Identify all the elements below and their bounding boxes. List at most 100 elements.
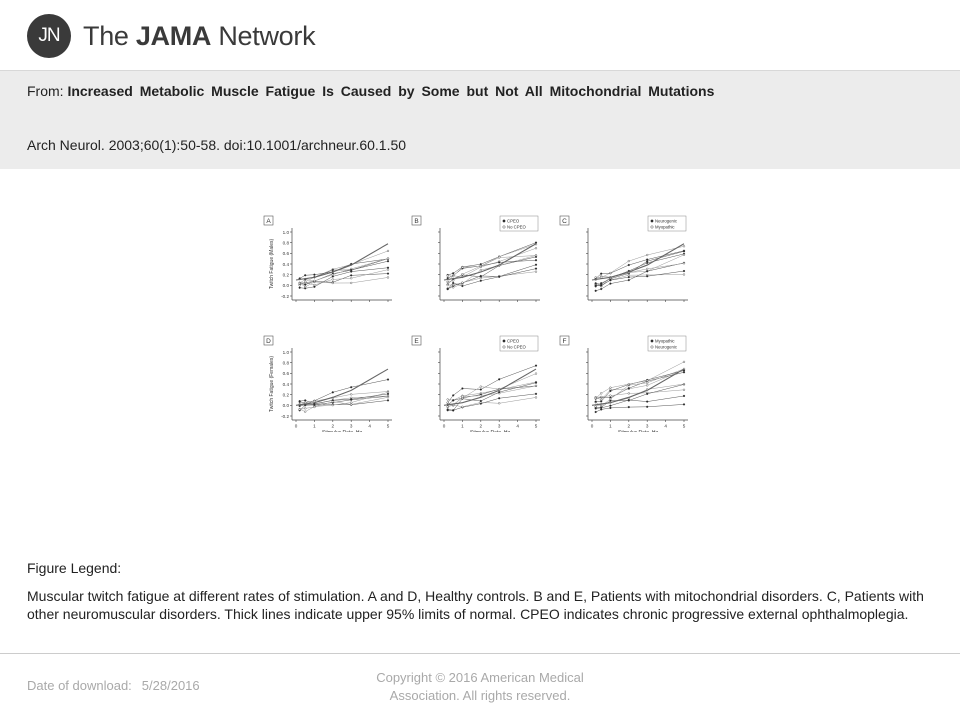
jama-network-logo[interactable]: JN The JAMA Network	[27, 13, 316, 59]
trace-point	[452, 394, 455, 397]
trace-point	[682, 273, 686, 276]
trace-line	[595, 361, 685, 399]
article-header	[0, 70, 960, 169]
y-tick-label: 1.0	[283, 350, 290, 355]
trace-point	[646, 253, 649, 257]
x-tick-label: 5	[387, 424, 390, 429]
legend-label: Neurogenic	[655, 345, 678, 350]
brand-name: The JAMA Network	[83, 20, 316, 52]
y-tick-label: 0.8	[283, 360, 290, 365]
x-tick-label: 1	[313, 424, 316, 429]
trace-point	[350, 398, 353, 401]
trace-point	[331, 391, 334, 394]
trace-point	[600, 395, 603, 399]
trace-point	[452, 281, 455, 285]
trace-point	[304, 283, 307, 286]
trace-point	[304, 399, 307, 402]
citation: Arch Neurol. 2003;60(1):50-58. doi:10.10…	[27, 137, 407, 153]
panel-letter: A	[266, 218, 271, 225]
trace-point	[498, 275, 501, 278]
panel-legend-box	[647, 335, 687, 352]
trace-point	[461, 405, 464, 408]
y-tick-label: 0.0	[283, 283, 290, 288]
legend-marker	[502, 339, 506, 343]
legend-marker	[650, 225, 654, 229]
trace-point	[461, 387, 464, 390]
trace-point	[386, 399, 390, 402]
trace-point	[594, 405, 597, 408]
trace-point	[313, 279, 316, 282]
trace-point	[461, 266, 464, 269]
legend-marker	[650, 219, 654, 223]
panel-a: A 1.0 0.8 0.6 0.4 0.2 0.0 -0.2 Twitch Fatigue (M…	[263, 215, 392, 302]
trace-point	[446, 288, 449, 291]
trace-point	[627, 398, 630, 402]
trace-point	[682, 245, 686, 248]
legend-marker	[650, 339, 654, 343]
panel-d: D 1.0 0.8 0.6 0.4 0.2 0.0 -0.2 Twitch Fatigue (F…	[263, 335, 392, 436]
trace-point	[534, 372, 538, 375]
x-tick-label: 5	[683, 424, 686, 429]
trace-point	[479, 385, 482, 388]
upper-limit-line	[443, 368, 537, 406]
y-tick-label: 0.0	[283, 403, 290, 408]
trace-line	[595, 368, 685, 407]
copyright-notice: Copyright © 2016 American Medical Associ…	[376, 670, 584, 703]
trace-point	[386, 257, 390, 260]
panel-letter: D	[266, 338, 271, 345]
trace-point	[304, 274, 307, 277]
trace-point	[534, 392, 538, 395]
trace-line	[447, 373, 537, 407]
trace-point	[682, 382, 686, 386]
trace-point	[498, 378, 501, 381]
trace-point	[627, 392, 630, 395]
trace-point	[534, 259, 538, 262]
trace-point	[304, 410, 307, 413]
trace-point	[479, 264, 482, 268]
from-label: From:	[27, 83, 64, 99]
trace-point	[313, 285, 316, 288]
trace-line	[447, 256, 537, 285]
trace-point	[461, 273, 464, 276]
brand-name-prefix: The	[83, 20, 136, 51]
trace-point	[646, 392, 649, 395]
x-tick-label: 0	[295, 424, 298, 429]
trace-point	[498, 256, 501, 259]
trace-point	[386, 272, 390, 275]
trace-point	[350, 386, 353, 389]
trace-point	[446, 280, 449, 284]
trace-line	[299, 379, 389, 404]
download-date-line: Date of download: 5/28/2016	[27, 678, 200, 693]
legend-label: No CPEO	[507, 225, 527, 230]
trace-point	[446, 398, 449, 401]
trace-line	[447, 255, 537, 277]
trace-point	[331, 281, 334, 285]
trace-point	[386, 268, 390, 271]
trace-point	[646, 384, 649, 387]
x-tick-label: 5	[535, 424, 538, 429]
trace-line	[299, 260, 389, 280]
trace-point	[298, 282, 301, 285]
panel-legend-box	[499, 335, 539, 352]
upper-limit-line	[591, 368, 685, 406]
x-tick-label: 1	[461, 424, 464, 429]
trace-point	[609, 394, 612, 397]
trace-point	[534, 263, 538, 266]
article-title: Increased Metabolic Muscle Fatigue Is Ca…	[67, 83, 715, 99]
brand-name-suffix: Network	[211, 20, 316, 51]
trace-point	[682, 262, 686, 265]
trace-line	[299, 396, 389, 411]
x-tick-label: 0	[591, 424, 594, 429]
x-tick-label: 3	[498, 424, 501, 429]
y-tick-label: 0.4	[283, 382, 290, 387]
trace-point	[594, 276, 597, 279]
x-tick-label: 3	[646, 424, 649, 429]
trace-point	[446, 274, 449, 277]
legend-marker	[502, 225, 506, 229]
trace-line	[447, 268, 537, 290]
trace-point	[446, 283, 449, 287]
trace-point	[498, 397, 501, 400]
legend-label: CPEO	[507, 219, 520, 224]
